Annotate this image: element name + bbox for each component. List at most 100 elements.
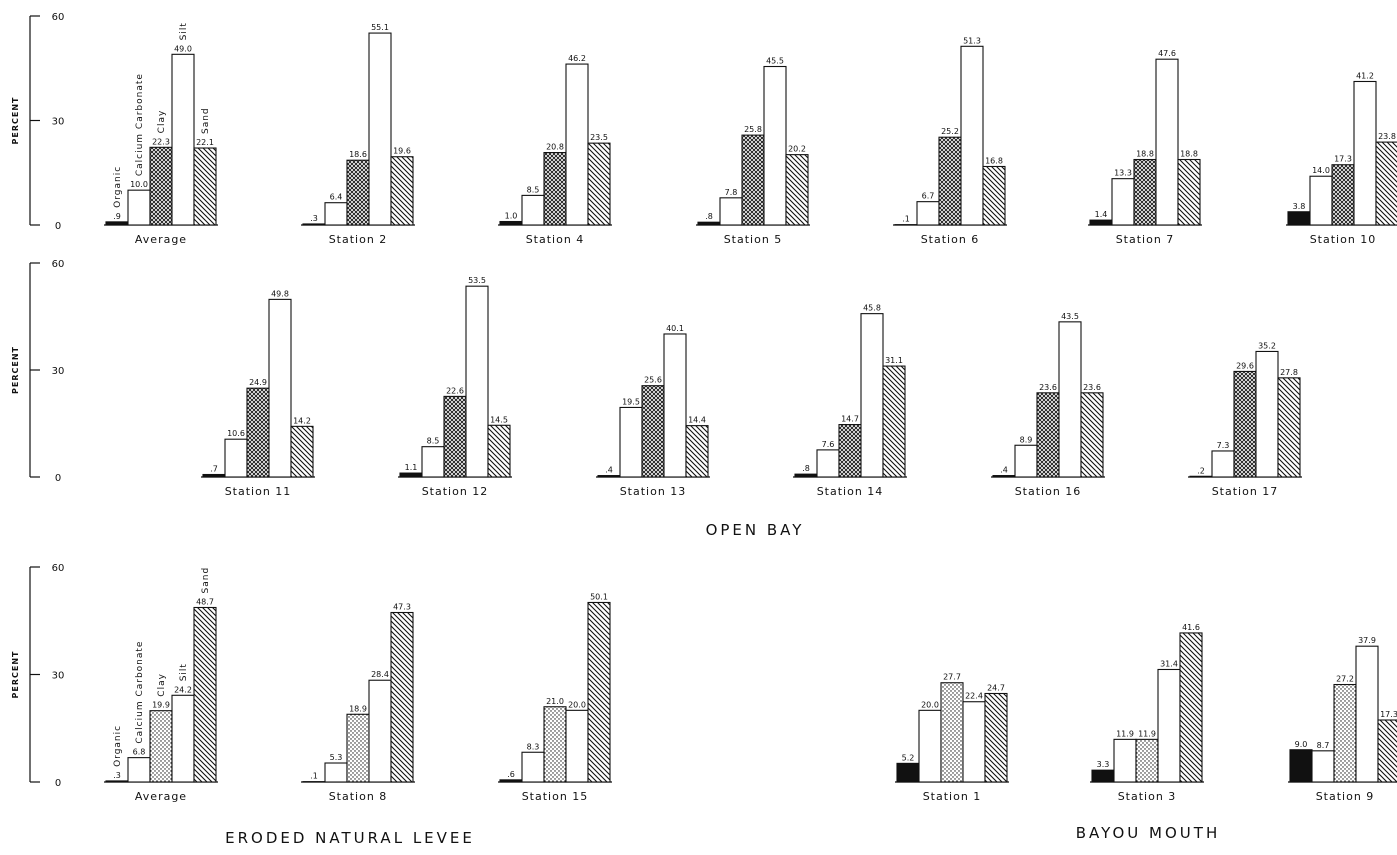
value-label: .4 [1000,466,1008,475]
value-label: 6.4 [330,193,343,202]
bar [1287,211,1311,226]
bar [741,134,765,226]
value-label: .7 [210,465,218,474]
bar [149,710,173,783]
value-label: 53.5 [468,276,486,285]
bar [465,285,489,478]
value-label: .8 [705,212,713,221]
value-label: 45.8 [863,304,881,313]
bar [1089,219,1113,226]
bar [938,136,962,226]
bar [882,365,906,478]
category-label: Organic [113,166,123,208]
bar [1355,645,1379,783]
bar [896,762,920,783]
bar [719,197,743,226]
bar [641,385,665,478]
value-label: 50.1 [590,592,608,601]
value-label: 51.3 [963,36,981,45]
bar [1135,738,1159,783]
value-label: 14.5 [490,415,508,424]
value-label: 1.0 [505,212,518,221]
panel-label: Station 14 [817,485,884,498]
value-label: 20.8 [546,143,564,152]
bar [487,424,511,478]
bar [1375,141,1397,226]
panel-label: Station 16 [1015,485,1082,498]
value-label: 6.7 [922,192,935,201]
value-label: 41.2 [1356,71,1374,80]
bar [794,473,818,478]
bar [127,189,151,226]
bar [1058,321,1082,478]
value-label: 41.6 [1182,623,1200,632]
value-label: 14.0 [1312,166,1330,175]
bar [171,694,195,783]
group-caption: BAYOU MOUTH [1076,824,1220,842]
panel-label: Station 8 [329,790,388,803]
panel-label: Station 7 [1116,233,1175,246]
category-label: Calcium Carbonate [135,73,145,176]
value-label: .9 [113,212,121,221]
panel-label: Station 11 [225,485,292,498]
bar [1014,444,1038,478]
bar [663,333,687,478]
y-axis-label: PERCENT [11,346,20,394]
value-label: .4 [605,466,613,475]
panel-label: Average [135,233,187,246]
value-label: 14.4 [688,416,706,425]
bar [1036,392,1060,478]
value-label: 7.8 [725,188,738,197]
bar [916,201,940,226]
bar [1133,158,1157,226]
value-label: 22.1 [196,138,214,147]
y-tick-label: 60 [52,259,65,270]
bar [685,425,709,478]
category-label: Sand [201,567,211,594]
bar [565,709,589,783]
value-label: 24.2 [174,685,192,694]
value-label: 24.9 [249,378,267,387]
value-label: 46.2 [568,54,586,63]
value-label: 18.8 [1136,150,1154,159]
bar [543,706,567,783]
bar [1155,58,1179,226]
value-label: 5.2 [902,753,915,762]
value-label: 19.9 [152,701,170,710]
bar [346,159,370,226]
panel-label: Station 3 [1118,790,1177,803]
panel-label: Average [135,790,187,803]
value-label: 5.3 [330,753,343,762]
value-label: .8 [802,464,810,473]
y-tick-label: 60 [52,563,65,574]
category-label: Organic [113,725,123,767]
value-label: 31.1 [885,356,903,365]
value-label: 48.7 [196,597,214,606]
bar [982,165,1006,226]
bar [940,682,964,783]
bar [960,45,984,226]
value-label: 23.8 [1378,132,1396,141]
value-label: 17.3 [1334,155,1352,164]
y-tick-label: 30 [52,366,65,377]
value-label: 18.8 [1180,150,1198,159]
bar [619,406,643,478]
bar [1277,377,1301,478]
value-label: 27.8 [1280,368,1298,377]
bar [1080,392,1104,478]
panel-label: Station 9 [1316,790,1375,803]
value-label: 10.0 [130,180,148,189]
panel-label: Station 1 [923,790,982,803]
bar [399,472,423,478]
bar [193,606,217,783]
value-label: 18.9 [349,704,367,713]
value-label: 10.6 [227,429,245,438]
value-label: .1 [310,772,318,781]
bar [587,142,611,226]
value-label: 47.6 [1158,49,1176,58]
bar [1211,450,1235,478]
value-label: 28.4 [371,670,389,679]
bar [763,65,787,226]
bar [302,223,326,226]
